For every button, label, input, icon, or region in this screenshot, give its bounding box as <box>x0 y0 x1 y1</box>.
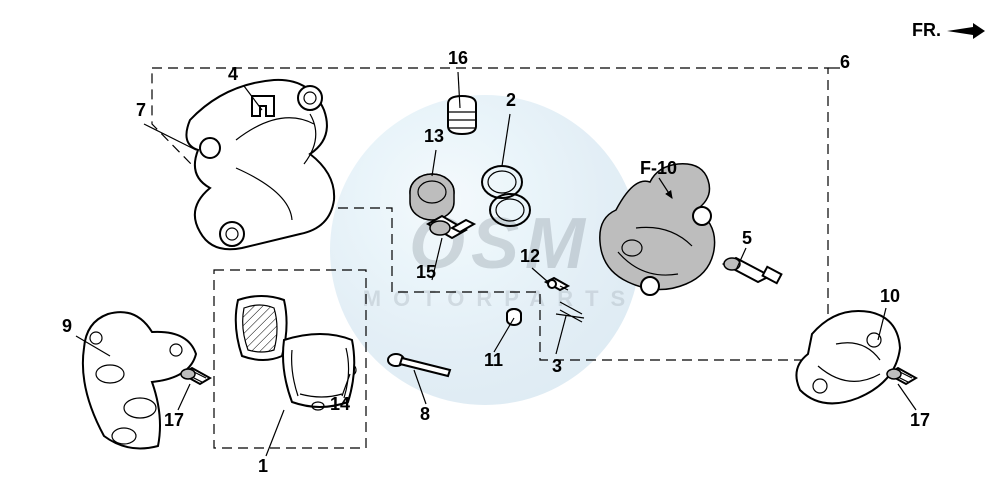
part-pad-pin <box>388 354 450 376</box>
callout-5: 5 <box>742 228 752 249</box>
callout-2: 2 <box>506 90 516 111</box>
callout-14: 14 <box>330 394 350 415</box>
part-bolt-left <box>181 368 210 384</box>
callout-1: 1 <box>258 456 268 477</box>
callout-15: 15 <box>416 262 436 283</box>
part-slide-pin <box>724 258 781 283</box>
part-boot <box>448 96 476 134</box>
front-direction-text: FR. <box>912 20 941 41</box>
callout-8: 8 <box>420 404 430 425</box>
front-direction-indicator: FR. <box>912 20 987 41</box>
part-cap <box>507 309 521 325</box>
callout-11: 11 <box>484 350 503 371</box>
part-pads <box>236 296 355 410</box>
callout-16: 16 <box>448 48 468 69</box>
part-bleed <box>546 278 568 290</box>
callout-3: 3 <box>552 356 562 377</box>
part-caliper-guard <box>796 311 900 404</box>
part-pin-bolt <box>428 216 474 238</box>
part-piston <box>410 174 454 220</box>
part-spring <box>556 302 584 322</box>
callout-17b: 17 <box>910 410 930 431</box>
callout-17a: 17 <box>164 410 184 431</box>
parts-diagram-canvas: OSM MOTORPARTS <box>0 0 1001 500</box>
callout-13: 13 <box>424 126 444 147</box>
callout-9: 9 <box>62 316 72 337</box>
callout-4: 4 <box>228 64 238 85</box>
diagram-svg <box>0 0 1001 500</box>
callout-12: 12 <box>520 246 540 267</box>
part-seals <box>482 166 530 226</box>
callout-10: 10 <box>880 286 900 307</box>
callout-7: 7 <box>136 100 146 121</box>
callout-6: 6 <box>840 52 850 73</box>
part-caliper-body <box>600 164 715 295</box>
part-bolt-right <box>887 368 916 384</box>
arrow-right-icon <box>945 21 987 41</box>
cross-ref-label: F-10 <box>640 158 677 179</box>
